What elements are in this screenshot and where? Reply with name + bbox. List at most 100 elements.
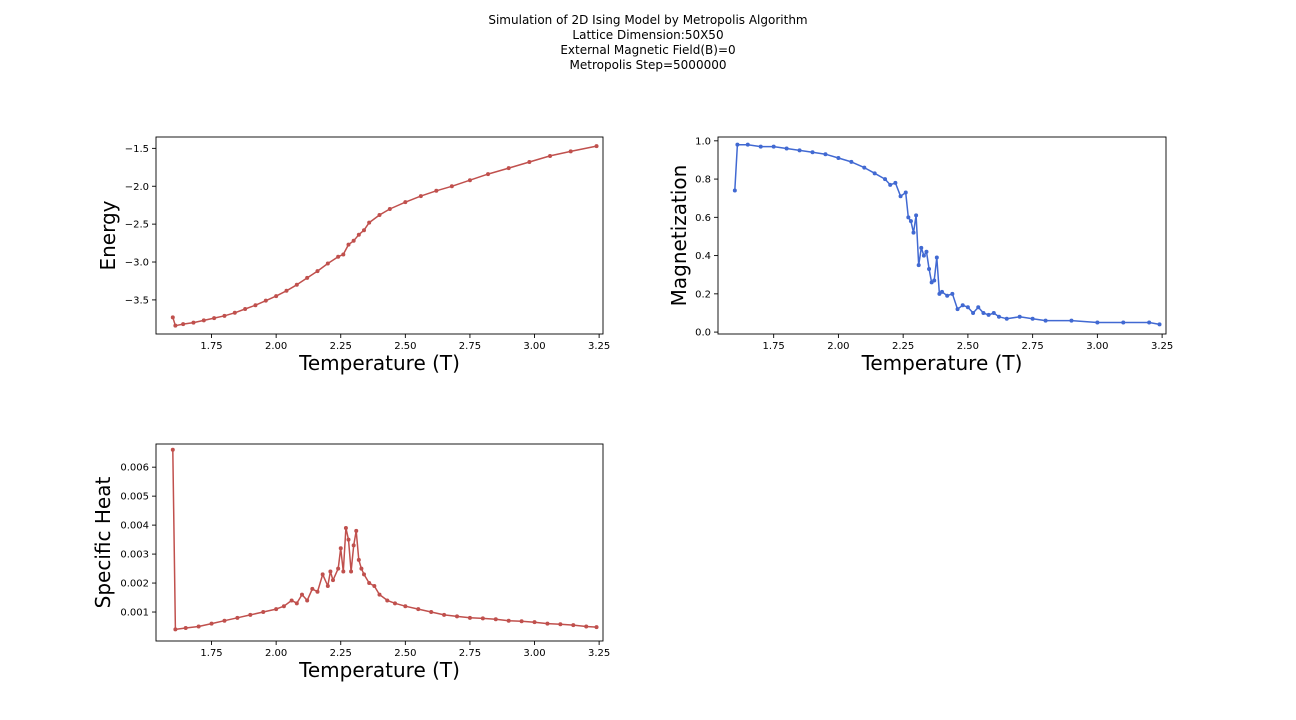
magnetization-data-point xyxy=(924,249,929,254)
energy-data-point xyxy=(284,288,289,293)
energy-data-point xyxy=(341,252,346,257)
energy-data-point xyxy=(351,238,356,243)
specific-heat-data-point xyxy=(320,572,325,577)
energy-data-point xyxy=(346,242,351,247)
energy-subplot: 1.75 2.00 2.25 2.50 2.75 3.00 3.25 −3.5 −3.0 −2.5… xyxy=(96,136,610,375)
energy-y-tick-label: −2.0 xyxy=(125,182,149,193)
magnetization-x-tick-label: 3.25 xyxy=(1151,341,1173,352)
specific-heat-data-point xyxy=(349,569,354,574)
magnetization-series-line xyxy=(734,143,1160,326)
specific-heat-data-point xyxy=(338,546,343,551)
energy-data-point xyxy=(418,194,423,199)
specific-heat-data-point xyxy=(385,598,390,603)
magnetization-data-point xyxy=(921,253,926,258)
magnetization-data-point xyxy=(758,144,763,149)
energy-data-point xyxy=(356,232,361,237)
magnetization-y-tick-label: 0.2 xyxy=(695,289,711,300)
magnetization-data-point xyxy=(971,310,976,315)
energy-x-tick-label: 2.00 xyxy=(265,341,287,352)
specific-heat-data-point xyxy=(325,583,330,588)
magnetization-data-point xyxy=(893,180,898,185)
specific-heat-data-point xyxy=(493,617,498,622)
specific-heat-data-point xyxy=(354,528,359,533)
specific-heat-data-point xyxy=(429,610,434,615)
magnetization-y-tick-label: 0.0 xyxy=(695,328,711,339)
energy-x-tick-label: 2.75 xyxy=(459,341,481,352)
title-line-4: Metropolis Step=5000000 xyxy=(570,58,727,72)
magnetization-data-point xyxy=(908,219,913,224)
specific-heat-y-tick-label: 0.001 xyxy=(120,608,149,619)
magnetization-x-tick-label: 2.00 xyxy=(827,341,849,352)
energy-x-tick-label: 3.00 xyxy=(523,341,545,352)
specific-heat-x-tick-label: 2.75 xyxy=(459,648,481,659)
magnetization-data-point xyxy=(1069,318,1074,323)
specific-heat-data-point xyxy=(261,610,266,615)
specific-heat-data-point xyxy=(196,624,201,629)
energy-y-tick-label: −3.5 xyxy=(125,295,149,306)
specific-heat-data-point xyxy=(393,601,398,606)
magnetization-data-point xyxy=(849,159,854,164)
specific-heat-data-point xyxy=(372,583,377,588)
specific-heat-data-point xyxy=(343,526,348,531)
magnetization-x-tick-label: 2.50 xyxy=(957,341,979,352)
magnetization-x-tick-label: 3.00 xyxy=(1086,341,1108,352)
magnetization-data-point xyxy=(965,305,970,310)
specific-heat-y-tick-label: 0.004 xyxy=(120,521,149,532)
magnetization-y-axis-label: Magnetization xyxy=(667,165,691,307)
specific-heat-data-point xyxy=(336,566,341,571)
energy-data-point xyxy=(243,306,248,311)
specific-heat-data-point xyxy=(519,619,524,624)
energy-data-point xyxy=(403,200,408,205)
magnetization-data-point xyxy=(735,142,740,147)
magnetization-data-point xyxy=(1147,320,1152,325)
magnetization-data-point xyxy=(1030,316,1035,321)
specific-heat-data-point xyxy=(222,618,227,623)
specific-heat-data-point xyxy=(330,578,335,583)
specific-heat-data-point xyxy=(506,618,511,623)
magnetization-data-point xyxy=(927,266,932,271)
magnetization-y-tick-label: 1.0 xyxy=(695,136,711,147)
specific-heat-data-point xyxy=(209,621,214,626)
specific-heat-data-point xyxy=(341,569,346,574)
magnetization-data-point xyxy=(836,156,841,161)
title-line-1: Simulation of 2D Ising Model by Metropol… xyxy=(488,13,807,27)
specific-heat-data-point xyxy=(584,624,589,629)
energy-data-point xyxy=(377,213,382,218)
energy-y-tick-label: −1.5 xyxy=(125,144,149,155)
magnetization-data-point xyxy=(862,165,867,170)
energy-data-point xyxy=(232,310,237,315)
specific-heat-data-point xyxy=(173,627,178,632)
specific-heat-x-tick-label: 1.75 xyxy=(200,648,222,659)
magnetization-data-point xyxy=(916,263,921,268)
specific-heat-data-point xyxy=(367,581,372,586)
specific-heat-data-point xyxy=(594,625,599,630)
specific-heat-data-point xyxy=(235,615,240,620)
magnetization-data-point xyxy=(934,255,939,260)
figure-title: Simulation of 2D Ising Model by Metropol… xyxy=(488,13,807,72)
specific-heat-subplot: 1.75 2.00 2.25 2.50 2.75 3.00 3.25 0.001 0.002 0.… xyxy=(91,443,610,682)
magnetization-data-point xyxy=(976,305,981,310)
energy-data-point xyxy=(434,188,439,193)
magnetization-data-point xyxy=(955,307,960,312)
energy-data-point xyxy=(548,153,553,158)
energy-data-point xyxy=(367,220,372,225)
energy-data-point xyxy=(191,320,196,325)
energy-data-point xyxy=(305,275,310,280)
specific-heat-x-tick-label: 2.00 xyxy=(265,648,287,659)
magnetization-data-point xyxy=(797,148,802,153)
energy-data-point xyxy=(222,313,227,318)
magnetization-data-point xyxy=(883,177,888,182)
specific-heat-data-point xyxy=(532,620,537,625)
specific-heat-axes-frame xyxy=(155,443,604,642)
specific-heat-x-tick-label: 3.00 xyxy=(523,648,545,659)
specific-heat-data-point xyxy=(442,612,447,617)
specific-heat-data-point xyxy=(289,598,294,603)
magnetization-data-point xyxy=(981,310,986,315)
energy-x-axis-label: Temperature (T) xyxy=(298,351,460,375)
magnetization-data-point xyxy=(823,152,828,157)
specific-heat-data-point xyxy=(356,557,361,562)
specific-heat-y-tick-label: 0.002 xyxy=(120,579,149,590)
magnetization-y-tick-label: 0.4 xyxy=(695,251,711,262)
energy-data-point xyxy=(325,261,330,266)
